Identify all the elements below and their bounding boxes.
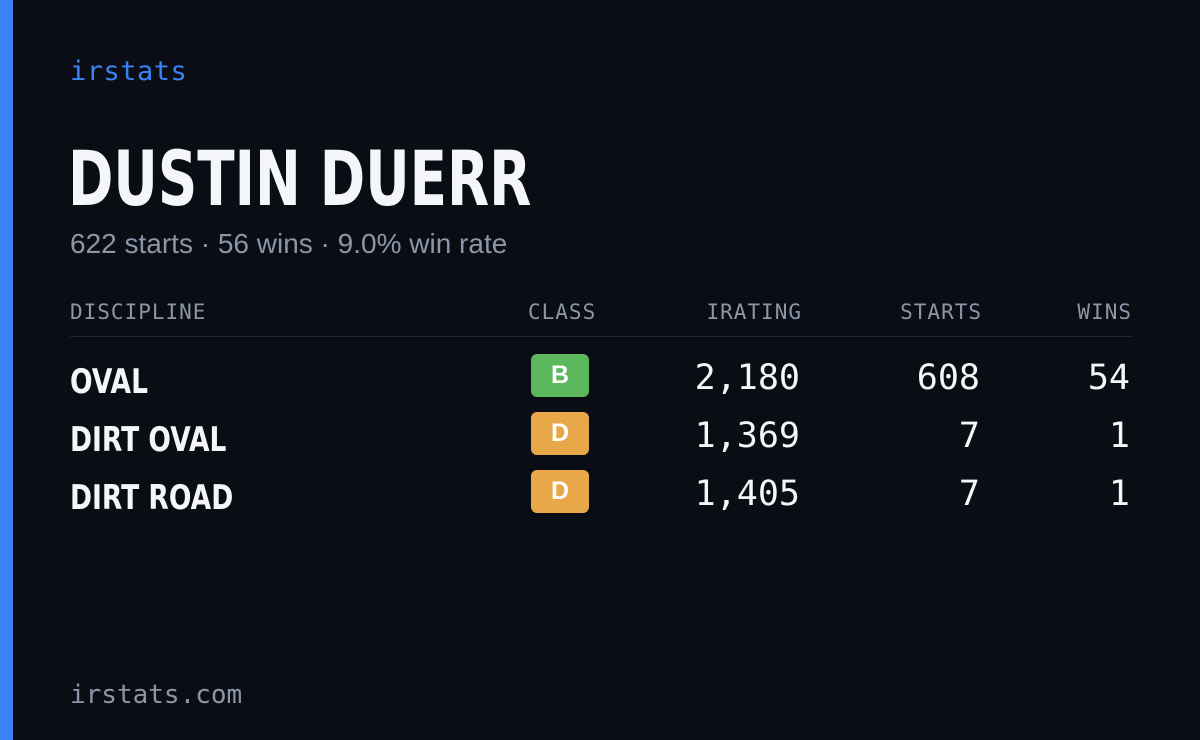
discipline-name: DIRT ROAD (70, 478, 234, 518)
table-row: OVAL B 2,180 608 54 (70, 354, 1132, 412)
accent-bar (0, 0, 13, 740)
brand-logo[interactable]: irstats (70, 56, 188, 87)
wins-value: 54 (1087, 358, 1130, 398)
table-row: DIRT OVAL D 1,369 7 1 (70, 412, 1132, 470)
table-header: DISCIPLINE CLASS IRATING STARTS WINS (70, 296, 1132, 337)
driver-summary: 622 starts · 56 wins · 9.0% win rate (70, 228, 508, 259)
discipline-table: DISCIPLINE CLASS IRATING STARTS WINS OVA… (70, 296, 1132, 528)
wins-value: 1 (1108, 474, 1130, 514)
wins-value: 1 (1108, 416, 1130, 456)
header-starts: STARTS (900, 300, 982, 324)
header-irating: IRATING (706, 300, 802, 324)
table-body: OVAL B 2,180 608 54 DIRT OVAL D 1,369 7 … (70, 354, 1132, 528)
discipline-name: OVAL (70, 362, 148, 402)
starts-value: 7 (958, 474, 980, 514)
irating-value: 1,369 (694, 416, 800, 456)
starts-value: 608 (916, 358, 980, 398)
irating-value: 2,180 (694, 358, 800, 398)
table-row: DIRT ROAD D 1,405 7 1 (70, 470, 1132, 528)
irating-value: 1,405 (694, 474, 800, 514)
class-badge: D (531, 470, 589, 513)
class-badge: B (531, 354, 589, 397)
class-badge: D (531, 412, 589, 455)
header-wins: WINS (1077, 300, 1132, 324)
discipline-name: DIRT OVAL (70, 420, 227, 460)
footer-site-link[interactable]: irstats.com (70, 680, 243, 710)
driver-name: DUSTIN DUERR (68, 134, 532, 223)
header-class: CLASS (528, 300, 597, 324)
header-discipline: DISCIPLINE (70, 300, 207, 324)
starts-value: 7 (958, 416, 980, 456)
